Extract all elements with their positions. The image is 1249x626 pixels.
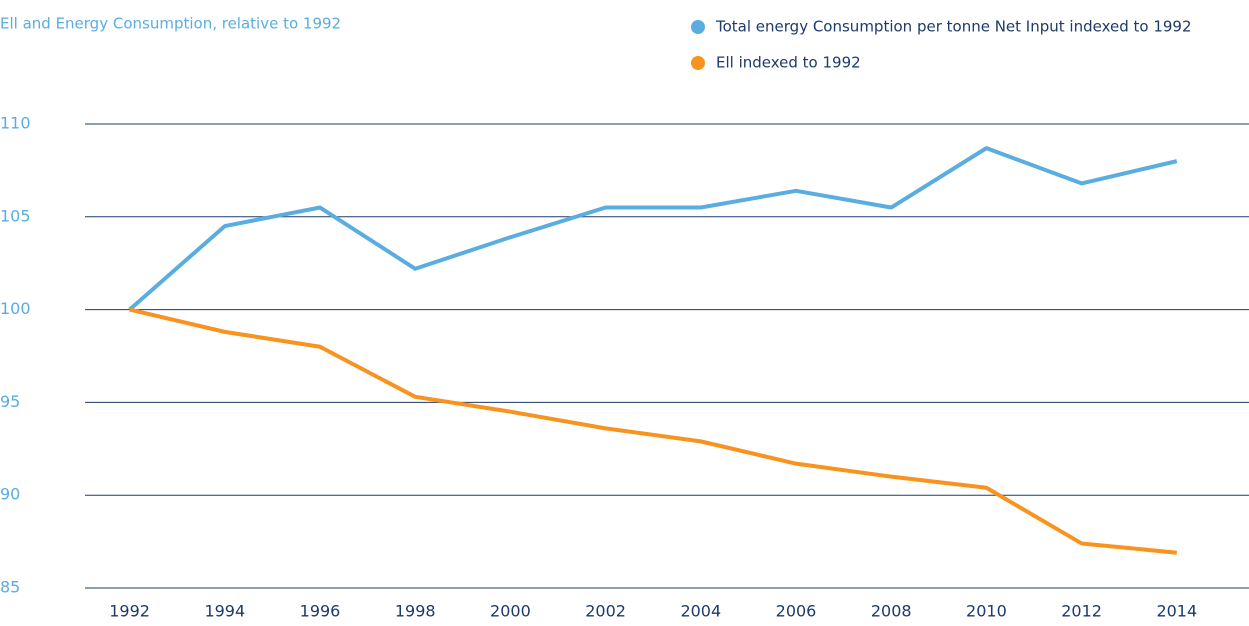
x-tick-label: 1992 [109,602,150,621]
y-tick-label: 95 [0,392,20,411]
chart-title: Ell and Energy Consumption, relative to … [0,15,341,33]
x-tick-label: 2012 [1061,602,1102,621]
x-tick-label: 1996 [300,602,341,621]
x-tick-label: 2010 [966,602,1007,621]
legend-marker [691,20,705,34]
legend-label: Ell indexed to 1992 [716,54,861,72]
y-tick-label: 100 [0,299,31,318]
y-tick-label: 85 [0,578,20,597]
series-line [128,146,1178,312]
y-tick-label: 90 [0,485,20,504]
y-tick-label: 105 [0,206,31,225]
x-tick-label: 2006 [776,602,817,621]
x-tick-label: 2004 [680,602,721,621]
x-tick-label: 2014 [1156,602,1197,621]
y-tick-label: 110 [0,114,31,133]
x-tick-label: 2008 [871,602,912,621]
legend-marker [691,56,705,70]
legend-label: Total energy Consumption per tonne Net I… [715,18,1192,36]
x-tick-label: 2000 [490,602,531,621]
x-tick-label: 2002 [585,602,626,621]
x-tick-label: 1994 [204,602,245,621]
x-tick-label: 1998 [395,602,436,621]
series-line [129,307,1177,555]
